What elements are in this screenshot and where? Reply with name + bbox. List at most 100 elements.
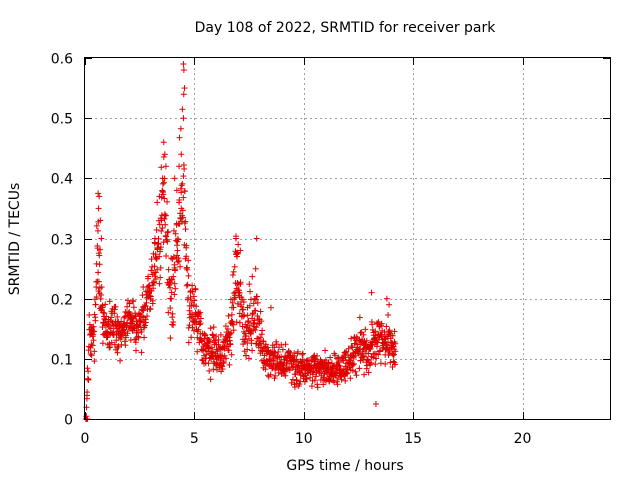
data-point xyxy=(156,221,163,228)
data-point xyxy=(145,273,152,280)
data-point xyxy=(138,328,145,335)
data-point xyxy=(299,370,306,377)
data-point xyxy=(162,221,169,228)
data-point xyxy=(252,307,259,314)
data-point xyxy=(182,226,189,233)
data-point xyxy=(185,272,192,279)
data-point xyxy=(253,293,260,300)
data-point xyxy=(349,344,356,351)
data-point xyxy=(159,175,166,182)
data-point xyxy=(170,319,177,326)
data-point xyxy=(114,313,121,320)
data-point xyxy=(373,343,380,350)
data-point xyxy=(236,319,243,326)
data-point xyxy=(160,153,167,160)
data-point xyxy=(365,350,372,357)
data-point xyxy=(390,358,397,365)
data-point xyxy=(146,306,153,313)
data-point xyxy=(135,334,142,341)
data-point xyxy=(178,205,185,212)
data-point xyxy=(153,226,160,233)
data-point xyxy=(207,338,214,345)
data-point xyxy=(161,151,168,158)
data-point xyxy=(219,366,226,373)
data-point xyxy=(115,343,122,350)
data-point xyxy=(392,348,399,355)
data-point xyxy=(232,235,239,242)
x-tick-label: 10 xyxy=(295,431,313,447)
data-point xyxy=(88,341,95,348)
data-point xyxy=(92,317,99,324)
data-point xyxy=(228,311,235,318)
data-point xyxy=(142,319,149,326)
data-point xyxy=(111,306,118,313)
data-point xyxy=(320,374,327,381)
data-point xyxy=(334,375,341,382)
data-point xyxy=(151,263,158,270)
data-point xyxy=(188,334,195,341)
data-point xyxy=(164,198,171,205)
x-tick-label: 5 xyxy=(190,431,199,447)
data-point xyxy=(250,300,257,307)
data-point xyxy=(206,367,213,374)
data-point xyxy=(340,366,347,373)
data-point xyxy=(84,389,91,396)
data-point xyxy=(247,288,254,295)
data-point xyxy=(176,199,183,206)
data-point xyxy=(199,338,206,345)
data-point xyxy=(130,304,137,311)
y-tick-label: 0.6 xyxy=(51,52,73,68)
data-point xyxy=(312,356,319,363)
data-point xyxy=(151,273,158,280)
data-point xyxy=(383,295,390,302)
data-point xyxy=(107,344,114,351)
data-point xyxy=(96,261,103,268)
x-tick-label: 15 xyxy=(404,431,422,447)
data-point xyxy=(392,361,399,368)
data-point xyxy=(97,217,104,224)
data-point xyxy=(299,356,306,363)
data-point xyxy=(152,235,158,242)
data-point xyxy=(90,337,97,344)
data-point xyxy=(154,199,161,206)
data-point xyxy=(258,338,265,345)
data-point xyxy=(107,325,114,332)
data-point xyxy=(185,324,192,331)
data-point xyxy=(161,195,168,202)
data-point xyxy=(231,263,238,270)
data-point xyxy=(164,229,171,236)
data-point xyxy=(242,336,249,343)
data-point xyxy=(356,314,363,321)
data-point xyxy=(279,362,286,369)
data-point xyxy=(183,253,190,260)
data-point xyxy=(189,324,196,331)
data-point xyxy=(89,342,96,349)
data-point xyxy=(239,296,246,303)
data-point xyxy=(194,348,201,355)
data-point xyxy=(314,352,321,359)
data-point xyxy=(205,360,212,367)
data-point xyxy=(207,325,214,332)
data-point xyxy=(244,319,251,326)
data-point xyxy=(91,348,98,355)
data-point xyxy=(295,348,302,355)
data-point xyxy=(185,257,192,264)
data-point xyxy=(213,333,220,340)
data-point xyxy=(227,341,234,348)
chart-title: Day 108 of 2022, SRMTID for receiver par… xyxy=(195,20,497,36)
data-point xyxy=(273,341,280,348)
data-point xyxy=(233,319,240,326)
data-point xyxy=(174,247,181,254)
data-point xyxy=(377,360,384,367)
data-point xyxy=(141,303,148,310)
data-point xyxy=(364,362,371,369)
data-point xyxy=(176,134,183,141)
data-point xyxy=(373,338,380,345)
x-axis-label: GPS time / hours xyxy=(286,458,403,474)
data-point xyxy=(168,276,175,283)
data-point xyxy=(351,360,358,367)
axis-ticks: 0 0.1 0.2 0.3 0.4 0.5 0.6 0 5 10 15 20 xyxy=(51,52,610,447)
data-point xyxy=(167,305,174,312)
data-point xyxy=(240,306,247,313)
data-point xyxy=(383,323,390,330)
